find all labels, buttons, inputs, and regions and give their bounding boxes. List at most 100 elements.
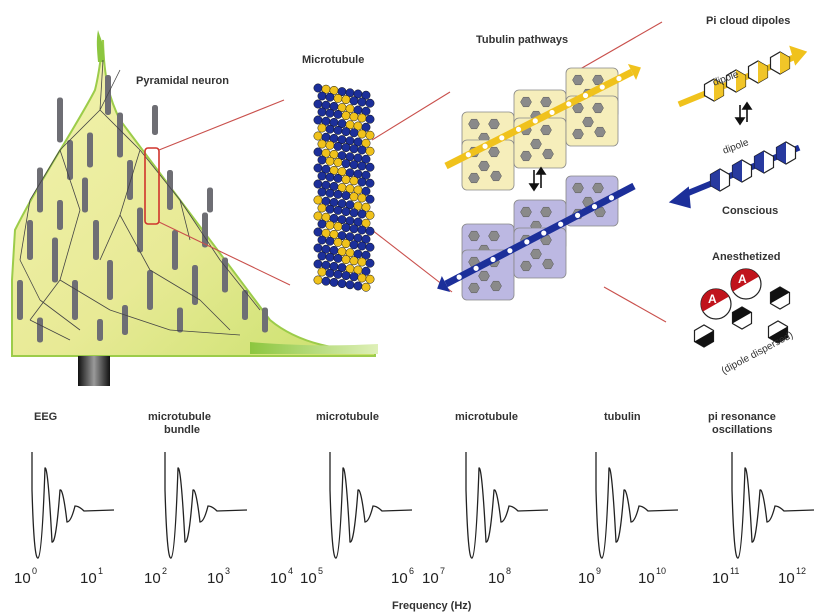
extra-tick-10-4: 10 4 bbox=[270, 566, 293, 587]
tubulin-dimer bbox=[341, 191, 351, 201]
dendrite-branch bbox=[29, 279, 61, 321]
dendrite-branch bbox=[59, 209, 81, 281]
tubulin-dimer bbox=[365, 194, 375, 204]
tubulin-dimer bbox=[317, 123, 327, 133]
tubulin-dimer bbox=[341, 111, 351, 121]
aromatic-ring bbox=[540, 124, 552, 136]
tick-label: 10 bbox=[144, 570, 161, 587]
tubulin-dimer bbox=[317, 91, 327, 101]
tubulin-dimer bbox=[313, 243, 323, 253]
dendrite-segment bbox=[202, 212, 208, 248]
tubulin-dimer bbox=[357, 193, 367, 203]
scale-title: microtubule bbox=[316, 411, 379, 423]
tubulin-dimer bbox=[349, 144, 359, 154]
aromatic-ring bbox=[540, 234, 552, 246]
tubulin-dimer bbox=[341, 127, 351, 137]
tubulin-dimer bbox=[361, 234, 371, 244]
tubulin-dimer bbox=[317, 251, 327, 261]
tubulin-dimer bbox=[361, 138, 371, 148]
pathway-dipole-bead bbox=[515, 125, 522, 133]
tubulin-dimer bbox=[325, 108, 335, 118]
label-anesthetized: Anesthetized bbox=[712, 251, 780, 263]
tubulin-dimer bbox=[325, 172, 335, 182]
tubulin-dimer bbox=[349, 96, 359, 106]
dendrite-branch bbox=[179, 199, 191, 241]
label-microtubule: Microtubule bbox=[302, 54, 364, 66]
pyramidal-neuron: Pyramidal neuron bbox=[11, 30, 378, 386]
dendrite-branch bbox=[29, 319, 71, 341]
dendrite-segment bbox=[222, 257, 228, 293]
tubulin-dimer bbox=[345, 280, 355, 290]
pi-cloud-half bbox=[732, 307, 752, 324]
tubulin-dimer bbox=[317, 203, 327, 213]
tubulin-dimer bbox=[365, 130, 375, 140]
tick-exponent: 10 bbox=[656, 566, 666, 576]
pathway-dipole-bead bbox=[464, 151, 472, 159]
tick-exponent: 7 bbox=[440, 566, 445, 576]
dendrite-branch bbox=[109, 309, 171, 331]
dipole-chain-blue bbox=[668, 141, 801, 209]
dendrite-segment bbox=[117, 112, 123, 158]
tubulin-dimer bbox=[341, 143, 351, 153]
dipole-arrow-head bbox=[789, 45, 808, 66]
anesthetic-fill bbox=[701, 289, 729, 312]
dendrite-branch bbox=[19, 259, 41, 301]
pi-cloud-half bbox=[758, 61, 768, 83]
tubulin-dimer bbox=[333, 141, 343, 151]
dendrite-segment bbox=[97, 319, 103, 341]
tubulin-dimer bbox=[333, 237, 343, 247]
tubulin-dimer bbox=[349, 192, 359, 202]
switch-arrows bbox=[528, 166, 547, 192]
tubulin-dimer bbox=[341, 255, 351, 265]
pi-cloud-half bbox=[736, 70, 746, 92]
tubulin-dimer bbox=[365, 178, 375, 188]
tubulin-dimer bbox=[313, 195, 323, 205]
tick-exponent: 12 bbox=[796, 566, 806, 576]
dendrite-segment bbox=[137, 207, 143, 253]
apical-tip bbox=[96, 30, 105, 62]
dendrite-branch bbox=[99, 214, 121, 261]
dendrite-segment bbox=[147, 270, 153, 310]
pi-cloud-dipoles: Pi cloud dipoles dipole dipole Conscious… bbox=[668, 15, 808, 377]
dendrite-branch bbox=[29, 149, 61, 201]
tubulin-dimer bbox=[357, 161, 367, 171]
pi-cloud-half bbox=[780, 52, 790, 74]
tubulin-dimer bbox=[341, 207, 351, 217]
pi-cloud-half bbox=[770, 287, 790, 304]
pathway-dipole-bead bbox=[489, 256, 497, 263]
dendrite-branch bbox=[39, 299, 81, 331]
dendrite-branch bbox=[219, 259, 261, 311]
tubulin-dimer bbox=[333, 189, 343, 199]
aromatic-ring bbox=[468, 172, 480, 184]
oscillation-trace bbox=[465, 452, 549, 559]
tubulin-dimer bbox=[333, 221, 343, 231]
aromatic-ring bbox=[540, 206, 552, 218]
tick-exponent: 9 bbox=[596, 566, 601, 576]
aromatic-ring bbox=[490, 170, 502, 182]
tubulin-dimer bbox=[333, 253, 343, 263]
tubulin-dimer bbox=[357, 241, 367, 251]
tubulin-dimer bbox=[357, 225, 367, 235]
tick-label: 10 bbox=[207, 570, 224, 587]
tubulin-dimer bbox=[313, 115, 323, 125]
aromatic-ring bbox=[530, 138, 542, 150]
dipole-chain-yellow bbox=[677, 45, 808, 108]
tick-exponent: 6 bbox=[409, 566, 414, 576]
aromatic-ring bbox=[594, 126, 606, 138]
pathway-dipole-bead bbox=[506, 247, 514, 255]
tick-exponent: 11 bbox=[730, 566, 739, 576]
tubulin-dimer bbox=[325, 92, 335, 102]
dendrite-segment bbox=[242, 290, 248, 320]
tubulin-dimer bbox=[365, 242, 375, 252]
tubulin-dimer bbox=[357, 97, 367, 107]
dendrite-segment bbox=[207, 187, 213, 213]
dendrite-branch bbox=[199, 299, 231, 331]
tubulin-dimer bbox=[313, 147, 323, 157]
dendrite-segment bbox=[67, 140, 73, 180]
tubulin-pathways: Tubulin pathways bbox=[437, 34, 641, 301]
anesthetized-dipoles: AA bbox=[693, 268, 791, 348]
dendrite-segment bbox=[37, 317, 43, 343]
dendrite-segment bbox=[57, 200, 63, 230]
